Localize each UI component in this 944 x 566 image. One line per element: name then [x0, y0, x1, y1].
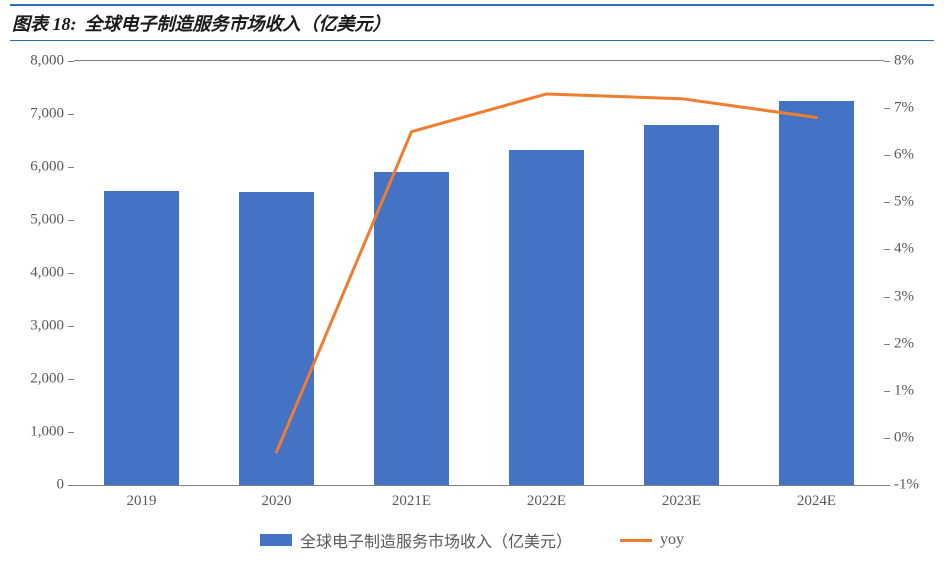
y2-tick — [884, 485, 890, 486]
y2-tick — [884, 391, 890, 392]
y2-axis-label: 4% — [894, 241, 914, 258]
chart-title-prefix: 图表 18: — [12, 10, 77, 36]
bar-swatch — [260, 534, 292, 546]
chart-legend: 全球电子制造服务市场收入（亿美元） yoy — [0, 528, 944, 552]
plot-area: 01,0002,0003,0004,0005,0006,0007,0008,00… — [74, 60, 884, 486]
y2-axis-label: 8% — [894, 53, 914, 70]
y2-axis-label: 3% — [894, 288, 914, 305]
y2-tick — [884, 438, 890, 439]
y2-axis-label: 7% — [894, 100, 914, 117]
y1-axis-label: 5,000 — [30, 212, 64, 229]
y1-axis-label: 2,000 — [30, 371, 64, 388]
y2-axis-label: 5% — [894, 194, 914, 211]
y2-tick — [884, 297, 890, 298]
y1-axis-label: 0 — [57, 477, 65, 494]
chart-title-bar: 图表 18: 全球电子制造服务市场收入（亿美元） — [10, 4, 934, 41]
y1-axis-label: 3,000 — [30, 318, 64, 335]
chart-title-text: 全球电子制造服务市场收入（亿美元） — [85, 10, 391, 36]
x-axis-label: 2022E — [527, 493, 566, 510]
y2-tick — [884, 344, 890, 345]
legend-item-line: yoy — [620, 531, 684, 549]
y2-axis-label: -1% — [894, 477, 919, 494]
legend-bar-label: 全球电子制造服务市场收入（亿美元） — [300, 528, 572, 552]
x-axis-label: 2023E — [662, 493, 701, 510]
x-axis-label: 2021E — [392, 493, 431, 510]
y1-axis-label: 6,000 — [30, 159, 64, 176]
yoy-line — [277, 94, 817, 452]
y2-tick — [884, 108, 890, 109]
y1-axis-label: 1,000 — [30, 424, 64, 441]
y1-tick — [68, 485, 74, 486]
legend-item-bar: 全球电子制造服务市场收入（亿美元） — [260, 528, 572, 552]
y2-tick — [884, 155, 890, 156]
y1-axis-label: 7,000 — [30, 106, 64, 123]
y2-tick — [884, 202, 890, 203]
y1-axis-label: 4,000 — [30, 265, 64, 282]
line-swatch — [620, 539, 652, 542]
y1-axis-label: 8,000 — [30, 53, 64, 70]
y2-axis-label: 1% — [894, 382, 914, 399]
yoy-line-layer — [74, 61, 884, 485]
x-axis-label: 2019 — [126, 493, 156, 510]
chart-container: 图表 18: 全球电子制造服务市场收入（亿美元） 01,0002,0003,00… — [0, 0, 944, 566]
y2-tick — [884, 249, 890, 250]
x-axis-label: 2020 — [262, 493, 292, 510]
y2-axis-label: 0% — [894, 429, 914, 446]
y2-axis-label: 6% — [894, 147, 914, 164]
y2-axis-label: 2% — [894, 335, 914, 352]
y2-tick — [884, 61, 890, 62]
legend-line-label: yoy — [660, 531, 684, 549]
x-axis-label: 2024E — [797, 493, 836, 510]
